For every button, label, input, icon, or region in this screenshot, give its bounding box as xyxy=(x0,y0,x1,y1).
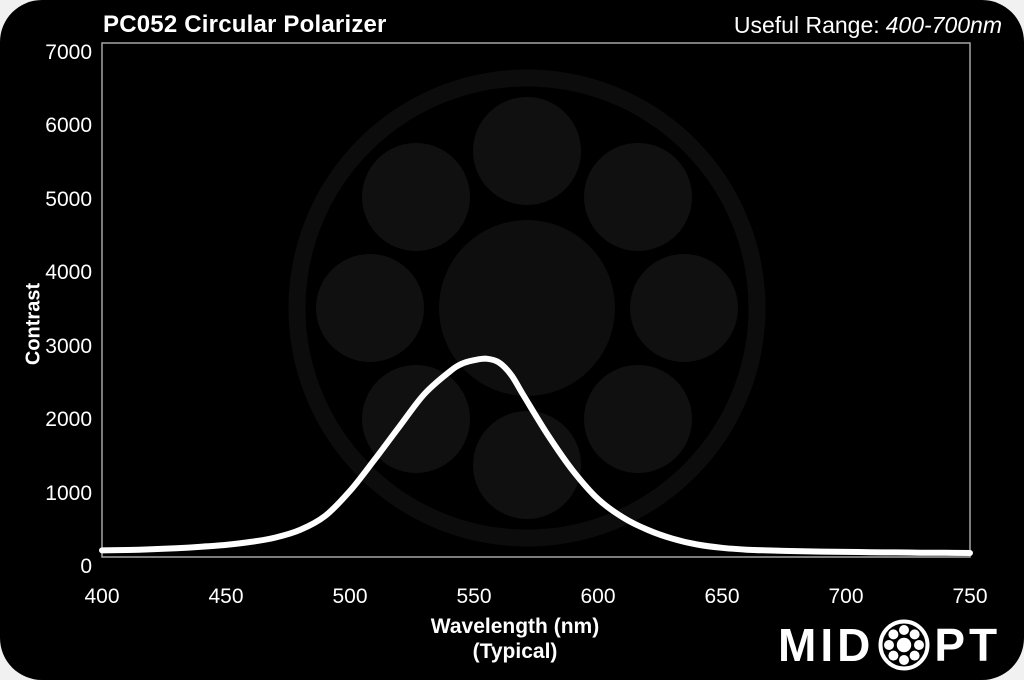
midopt-logo: MID PT xyxy=(778,618,1001,672)
y-tick-label: 0 xyxy=(80,555,92,578)
x-tick-label: 700 xyxy=(828,585,864,608)
useful-range-label: Useful Range: xyxy=(733,12,880,38)
plot-frame xyxy=(101,42,971,558)
y-tick-label: 2000 xyxy=(45,408,92,432)
y-tick-label: 6000 xyxy=(45,114,92,138)
y-tick-label: 7000 xyxy=(45,41,92,64)
y-tick-label: 4000 xyxy=(45,261,92,285)
bearing-watermark-icon xyxy=(288,69,766,547)
x-tick-label: 500 xyxy=(332,585,368,608)
useful-range: Useful Range: 400-700nm xyxy=(734,12,1002,39)
y-tick-label: 1000 xyxy=(45,481,92,505)
x-tick-label: 550 xyxy=(456,585,492,608)
logo-text-left: MID xyxy=(778,619,875,671)
x-tick-label: 450 xyxy=(208,585,244,608)
logo-text-right: PT xyxy=(934,619,1002,671)
x-axis-title: Wavelength (nm) (Typical) xyxy=(431,614,599,664)
bearing-icon xyxy=(878,619,930,671)
y-tick-label: 3000 xyxy=(45,334,92,358)
y-tick-label: 5000 xyxy=(45,187,92,211)
x-axis-title-note: (Typical) xyxy=(472,640,558,663)
contrast-curve xyxy=(99,355,973,556)
x-tick-label: 650 xyxy=(704,585,740,608)
x-tick-label: 600 xyxy=(580,585,616,608)
x-axis-title-main: Wavelength (nm) xyxy=(430,615,600,638)
useful-range-value: 400-700nm xyxy=(885,12,1002,38)
chart-title: PC052 Circular Polarizer xyxy=(103,11,387,38)
x-tick-label: 750 xyxy=(952,585,988,608)
x-tick-label: 400 xyxy=(84,585,120,608)
